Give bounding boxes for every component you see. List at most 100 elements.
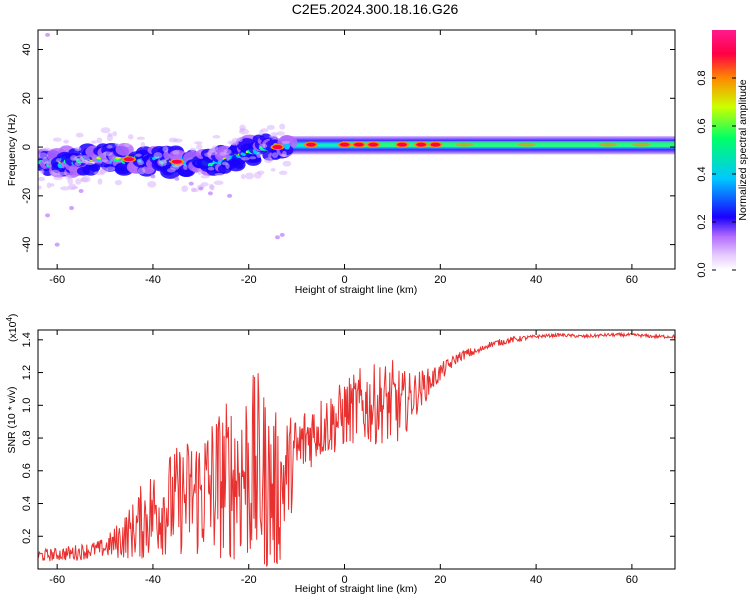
heatmap-halo	[231, 137, 241, 143]
heatmap-halo	[245, 172, 255, 180]
heatmap-halo	[74, 157, 80, 161]
spectrogram-panel: -60 -40 -20 0 20 40 60 -40 -20 0 20 40 Height of s…	[6, 29, 676, 296]
heatmap-halo	[50, 169, 61, 176]
heatmap-halo	[90, 140, 98, 144]
outlier-point	[150, 174, 156, 179]
heatmap-halo	[147, 180, 157, 188]
heatmap-halo	[264, 157, 273, 164]
heatmap-halo	[56, 158, 61, 163]
heatmap-halo	[67, 177, 74, 185]
heatmap-halo	[170, 165, 180, 170]
heatmap-halo	[212, 135, 221, 139]
heatmap-halo	[100, 127, 111, 134]
heatmap-halo	[102, 151, 113, 156]
y-tick-label: -40	[21, 237, 33, 253]
hotspot	[517, 142, 536, 147]
heatmap-halo	[271, 152, 279, 158]
x-axis-top: -60 -40 -20 0 20 40 60	[49, 30, 638, 286]
heatmap-halo	[200, 174, 210, 179]
heatmap-halo	[183, 164, 188, 170]
heatmap-halo	[241, 156, 250, 161]
heatmap-halo	[249, 156, 257, 160]
chart-title: C2E5.2024.300.18.16.G26	[292, 1, 459, 17]
heatmap-halo	[240, 173, 246, 180]
heatmap-halo	[281, 140, 290, 144]
colorbar-tick-label: 0.4	[696, 166, 708, 181]
heatmap-halo	[53, 176, 63, 181]
colorbar-tick-label: 0.6	[696, 118, 708, 133]
hotspot	[124, 157, 134, 162]
hotspot	[368, 142, 379, 147]
heatmap-halo	[135, 153, 142, 157]
heatmap-halo	[213, 180, 224, 186]
heatmap-halo	[239, 124, 246, 131]
heatmap-halo	[52, 137, 62, 142]
colorbar: 0.0 0.2 0.4 0.6 0.8 Normalized spectral ampl…	[696, 30, 749, 278]
outlier-point	[188, 181, 194, 186]
band-core	[342, 141, 675, 148]
y-tick-label: 40	[21, 43, 33, 55]
heatmap-halo	[196, 143, 203, 151]
colorbar-tick-label: 0.0	[696, 262, 708, 277]
heatmap-halo	[123, 142, 131, 148]
heatmap-halo	[114, 142, 120, 147]
x-tick-label: 40	[530, 274, 542, 286]
x-tick-label: -20	[241, 574, 257, 586]
heatmap-halo	[208, 183, 214, 190]
outlier-point	[54, 242, 60, 247]
heatmap-halo	[256, 152, 262, 158]
outlier-point	[174, 176, 180, 181]
hotspot	[632, 142, 651, 147]
y-axis-label-top: Frequency (Hz)	[6, 114, 18, 186]
x-axis-bottom: -60 -40 -20 0 20 40 60	[49, 330, 638, 586]
snr-layer	[38, 331, 675, 567]
x-axis-label-top: Height of straight line (km)	[295, 284, 418, 296]
heatmap-halo	[100, 159, 108, 163]
colorbar-ticks: 0.0 0.2 0.4 0.6 0.8	[696, 70, 736, 278]
heatmap-halo	[74, 161, 82, 166]
heatmap-halo	[168, 137, 178, 143]
outlier-point	[198, 186, 204, 191]
heatmap-halo	[80, 155, 90, 162]
y-axis-top: -40 -20 0 20 40	[21, 43, 675, 253]
heatmap-halo	[140, 142, 146, 148]
x-tick-label: 40	[530, 574, 542, 586]
heatmap-halo	[96, 137, 103, 144]
y-tick-label: 0.4	[21, 496, 33, 511]
heatmap-halo	[137, 159, 144, 166]
y-tick-label: 1.2	[21, 365, 33, 380]
heatmap-halo	[282, 160, 292, 167]
y-tick-label: 0.6	[21, 463, 33, 478]
heatmap-halo	[97, 178, 103, 185]
heatmap-halo	[266, 124, 275, 130]
heatmap-halo	[44, 161, 50, 165]
heatmap-halo	[112, 131, 117, 137]
colorbar-label: Normalized spectral amplitude	[737, 79, 749, 220]
colorbar-tick-label: 0.8	[696, 70, 708, 85]
heatmap-halo	[219, 151, 227, 156]
y-tick-label: 1.4	[21, 332, 33, 347]
hotspot	[353, 142, 364, 147]
y-axis-label-bottom: SNR (10 * v/v)	[6, 386, 18, 453]
hotspot	[397, 142, 407, 147]
x-tick-label: 0	[341, 274, 347, 286]
heatmap-halo	[204, 152, 212, 157]
hotspot	[171, 159, 182, 164]
heatmap-halo	[276, 131, 285, 136]
heatmap-halo	[137, 167, 146, 175]
colorbar-tick-label: 0.2	[696, 214, 708, 229]
snr-series-line	[38, 331, 675, 567]
heatmap-halo	[280, 153, 287, 158]
heatmap-halo	[85, 160, 95, 166]
heatmap-halo	[278, 170, 288, 176]
outlier-point	[227, 193, 233, 198]
heatmap-halo	[279, 123, 286, 130]
heatmap-halo	[256, 170, 265, 175]
x-tick-label: -60	[49, 574, 65, 586]
heatmap-halo	[191, 188, 199, 193]
hotspot	[598, 142, 617, 147]
heatmap-halo	[181, 185, 189, 192]
heatmap-layer	[38, 32, 675, 247]
heatmap-halo	[197, 168, 203, 176]
heatmap-halo	[42, 147, 52, 152]
